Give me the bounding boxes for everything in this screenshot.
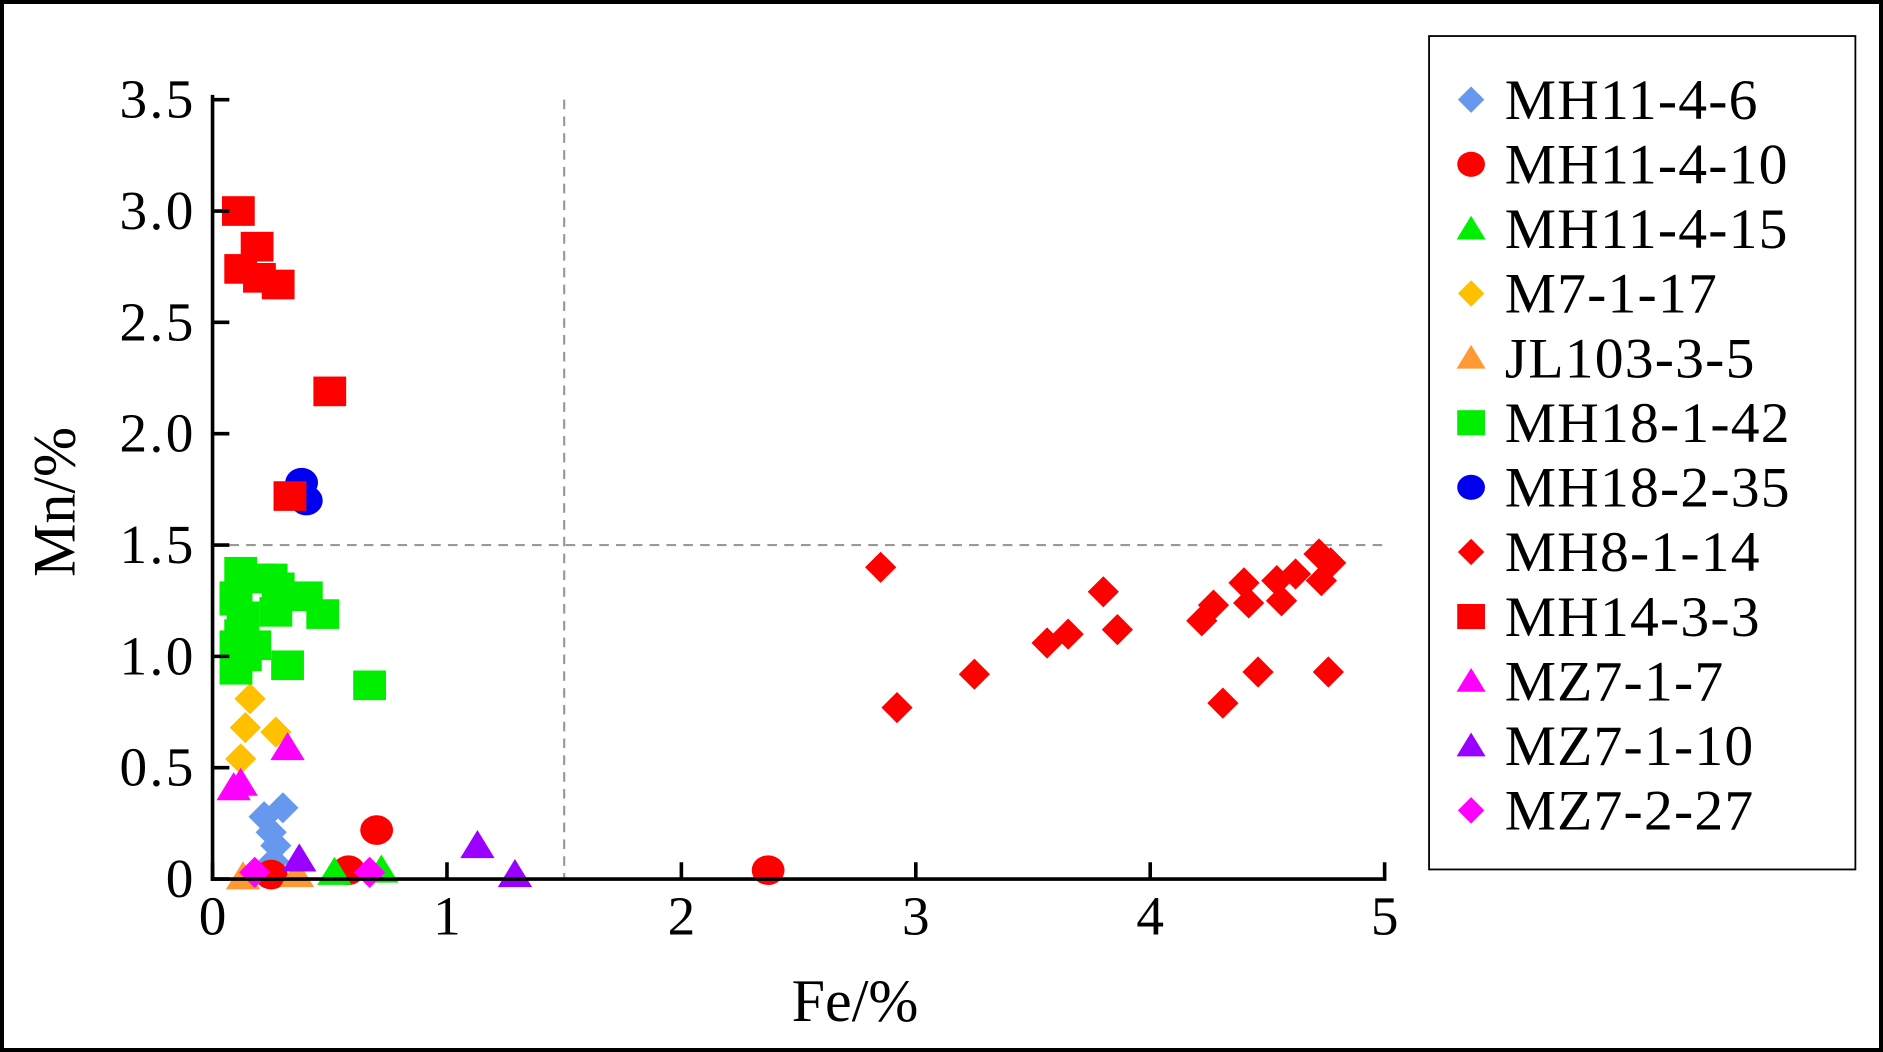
legend-box: [1428, 35, 1857, 871]
legend-marker-icon: [1457, 797, 1485, 824]
legend-label: MZ7-1-10: [1505, 715, 1755, 778]
legend-item-jl103-3-5: JL103-3-5: [1456, 327, 1756, 390]
data-point-mh18-1-42: [353, 670, 387, 701]
x-tick-label: 5: [1371, 885, 1399, 946]
legend-marker-icon: [1456, 732, 1486, 757]
legend-marker-icon: [1456, 667, 1486, 692]
legend-label: JL103-3-5: [1505, 327, 1756, 390]
data-point-m7-1-17: [225, 743, 257, 775]
legend-label: MH18-2-35: [1505, 457, 1791, 520]
data-point-mh18-1-42: [228, 641, 262, 672]
x-tick-label: 0: [199, 885, 227, 946]
legend-item-mh18-2-35: MH18-2-35: [1457, 457, 1791, 520]
data-point-mh18-1-42: [271, 650, 304, 681]
data-point-mz7-1-10: [282, 843, 317, 872]
data-point-mh8-1-14: [1101, 614, 1134, 646]
legend-item-mh11-4-10: MH11-4-10: [1457, 134, 1789, 197]
data-point-mh8-1-14: [1265, 585, 1298, 617]
legend-item-mz7-2-27: MZ7-2-27: [1457, 780, 1755, 843]
legend-label: MH11-4-10: [1505, 134, 1789, 197]
legend-item-mz7-1-10: MZ7-1-10: [1456, 715, 1755, 778]
legend-marker-icon: [1456, 344, 1486, 369]
legend-item-mz7-1-7: MZ7-1-7: [1456, 650, 1725, 713]
legend-marker-icon: [1456, 215, 1486, 240]
legend-marker-icon: [1457, 86, 1485, 113]
y-tick-label: 1.0: [119, 625, 195, 686]
data-point-mh11-4-6: [267, 792, 299, 824]
x-tick-label: 1: [433, 885, 461, 946]
legend-item-m7-1-17: M7-1-17: [1457, 263, 1718, 326]
reference-lines: [212, 99, 1385, 880]
data-point-mh8-1-14: [958, 658, 991, 690]
data-point-mz7-1-7: [223, 767, 258, 796]
legend-label: MH11-4-15: [1505, 198, 1789, 261]
data-point-mz7-1-10: [497, 858, 533, 888]
x-tick-label: 4: [1136, 885, 1164, 946]
axes: 0 1 2 3 4 5 0 0.5 1.0 1.5 2.0 2.5 3.0 3.5: [119, 69, 1398, 947]
data-point-mh8-1-14: [1087, 576, 1119, 608]
legend-item-mh11-4-15: MH11-4-15: [1456, 198, 1789, 261]
legend-marker-icon: [1457, 603, 1485, 630]
legend-marker-icon: [1457, 538, 1485, 566]
y-tick-label: 0: [166, 848, 196, 909]
legend-label: MH11-4-6: [1505, 69, 1759, 132]
y-tick-label: 3.0: [119, 180, 195, 241]
legend-item-mh18-1-42: MH18-1-42: [1457, 392, 1791, 455]
legend-label: M7-1-17: [1505, 263, 1718, 326]
data-points: [216, 196, 1347, 890]
data-point-mh8-1-14: [1207, 687, 1239, 719]
data-point-mh11-4-10: [360, 815, 394, 845]
data-point-mh8-1-14: [1242, 656, 1274, 688]
legend-item-mh14-3-3: MH14-3-3: [1457, 586, 1761, 649]
y-tick-label: 2.0: [119, 403, 195, 464]
legend-item-mh11-4-6: MH11-4-6: [1457, 69, 1759, 132]
legend-label: MH14-3-3: [1505, 586, 1761, 649]
data-point-mz7-1-10: [460, 830, 495, 859]
data-point-mh14-3-3: [261, 269, 295, 300]
data-point-mh14-3-3: [313, 376, 347, 407]
legend-label: MH8-1-14: [1505, 521, 1761, 584]
x-tick-label: 2: [668, 885, 696, 946]
y-tick-label: 2.5: [119, 291, 195, 352]
x-tick-label: 3: [902, 885, 930, 946]
y-tick-label: 1.5: [119, 514, 195, 575]
data-point-mh8-1-14: [881, 691, 913, 724]
legend-label: MZ7-2-27: [1505, 780, 1755, 843]
data-point-mh8-1-14: [865, 551, 897, 583]
y-tick-label: 0.5: [119, 737, 195, 798]
legend: MH11-4-6MH11-4-10MH11-4-15M7-1-17JL103-3…: [1456, 69, 1791, 843]
data-point-m7-1-17: [234, 683, 266, 715]
data-point-mh14-3-3: [273, 481, 307, 511]
legend-marker-icon: [1457, 410, 1485, 436]
data-point-mz7-1-7: [270, 732, 305, 761]
data-point-mh18-1-42: [259, 597, 293, 627]
legend-label: MH18-1-42: [1505, 392, 1791, 455]
y-axis-title: Mn/%: [20, 427, 87, 577]
data-point-mh8-1-14: [1312, 656, 1344, 688]
data-point-m7-1-17: [229, 712, 261, 744]
data-point-mh8-1-14: [1052, 618, 1084, 650]
legend-marker-icon: [1457, 151, 1485, 177]
legend-marker-icon: [1457, 280, 1485, 307]
legend-label: MZ7-1-7: [1505, 650, 1725, 713]
legend-marker-icon: [1457, 474, 1485, 500]
data-point-mh18-1-42: [306, 599, 340, 629]
x-axis-title: Fe/%: [792, 967, 919, 1034]
legend-item-mh8-1-14: MH8-1-14: [1457, 521, 1761, 584]
data-point-mh18-1-42: [219, 585, 253, 616]
y-tick-label: 3.5: [119, 69, 195, 130]
